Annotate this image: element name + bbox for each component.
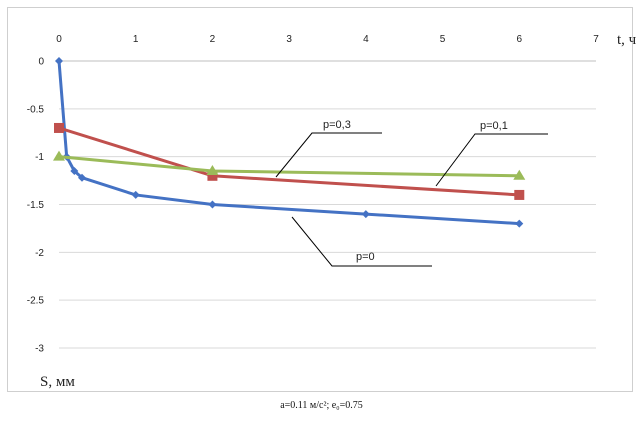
chart-frame	[7, 7, 633, 392]
data-point	[53, 150, 65, 161]
grid-lines	[59, 60, 596, 349]
callouts: p=0,3 p=0,1 p=0	[275, 119, 548, 267]
series-p=0	[55, 57, 524, 228]
x-tick-label: 0	[56, 34, 62, 45]
x-axis-title: t, ч	[617, 32, 637, 48]
data-point	[206, 165, 219, 176]
data-point	[513, 169, 526, 180]
callout-leader	[275, 132, 382, 178]
x-tick-labels: 0 1 2 3 4 5 6 7	[56, 34, 599, 45]
callout-label: p=0,1	[480, 120, 508, 132]
x-tick-label: 7	[593, 34, 599, 45]
y-tick-labels: 0 -0.5 -1 -1.5 -2 -2.5 -3	[27, 57, 45, 355]
y-axis-title: S, мм	[40, 374, 75, 390]
x-tick-label: 5	[440, 34, 446, 45]
callout-label: p=0,3	[323, 119, 351, 131]
series-group	[53, 57, 526, 228]
y-tick-label: -1	[35, 152, 44, 163]
y-tick-label: 0	[38, 57, 44, 68]
data-point	[55, 57, 63, 65]
x-tick-label: 3	[286, 34, 292, 45]
callout-label: p=0	[356, 251, 375, 263]
data-point	[78, 173, 87, 182]
series-p=0,3	[53, 150, 526, 180]
x-tick-label: 2	[210, 34, 216, 45]
data-point	[515, 219, 524, 228]
x-tick-label: 4	[363, 34, 369, 45]
series-p=0,1	[54, 122, 525, 200]
y-tick-label: -1.5	[27, 200, 45, 211]
y-tick-label: -0.5	[27, 104, 45, 115]
data-point	[70, 167, 79, 176]
data-point	[208, 200, 217, 209]
data-point	[361, 210, 370, 219]
callout-leader	[291, 216, 432, 267]
x-tick-label: 1	[133, 34, 139, 45]
y-tick-label: -2.5	[27, 296, 45, 307]
callout-leader	[435, 133, 548, 187]
y-tick-label: -2	[35, 248, 44, 259]
data-point	[54, 122, 64, 133]
y-tick-label: -3	[35, 344, 44, 355]
series-line	[57, 60, 520, 226]
data-point	[207, 170, 218, 181]
x-tick-label: 6	[517, 34, 523, 45]
chart-caption: а=0.11 м/с²; е₀=0.75	[280, 400, 363, 411]
data-point	[514, 189, 525, 200]
data-point	[131, 190, 140, 199]
